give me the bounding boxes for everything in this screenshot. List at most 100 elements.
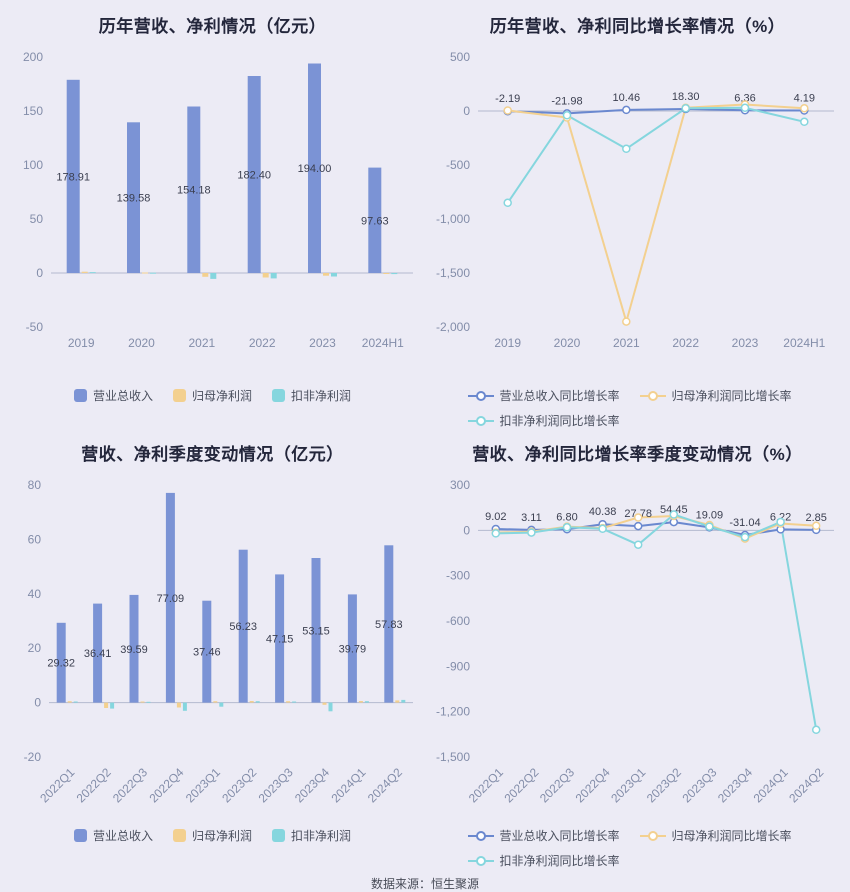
value-label: 139.58	[116, 193, 150, 205]
bar	[218, 702, 223, 707]
marker-point	[704, 522, 714, 531]
chart-annual-revenue-profit: 历年营收、净利情况（亿元） 200 150 100 50 0 -50 2019 2020 202…	[0, 0, 425, 428]
x-axis-label: 2023Q3	[255, 765, 295, 805]
legend-item[interactable]: 扣非净利润同比增长率	[467, 412, 620, 429]
bar	[394, 700, 399, 703]
chart-quarterly-growth-rate: 营收、净利同比增长率季度变动情况（%） 300 0 -300 -600 -900 -1,2…	[425, 428, 850, 869]
legend-label: 扣非净利润	[291, 389, 352, 403]
marker-point	[621, 144, 631, 154]
y-axis-tick-label: -20	[23, 750, 41, 764]
top-chart-row: 历年营收、净利情况（亿元） 200 150 100 50 0 -50 2019 2020 202…	[0, 0, 850, 428]
legend-item[interactable]: 营业总收入	[73, 387, 153, 404]
bar	[291, 701, 296, 703]
y-axis-tick-label: 100	[22, 158, 42, 172]
x-axis-label: 2023Q1	[182, 765, 222, 805]
chart-legend: 营业总收入同比增长率 归母净利润同比增长率扣非净利润同比增长率	[467, 827, 808, 869]
x-axis-label: 2023Q2	[643, 765, 683, 805]
marker-point	[633, 513, 642, 522]
bar-chart-svg: 200 150 100 50 0 -50 2019 2020 2021 2022 2023 2024H…	[22, 50, 413, 350]
value-label: 9.02	[485, 511, 506, 523]
bar	[129, 594, 138, 703]
legend-line-icon	[639, 390, 666, 401]
value-label: 4.19	[793, 93, 814, 105]
legend-line-icon	[467, 415, 494, 426]
legend-label: 归母净利润同比增长率	[671, 389, 792, 403]
x-axis-label: 2022	[248, 336, 275, 350]
x-axis-label: 2024Q1	[750, 765, 790, 805]
marker-point	[740, 532, 749, 542]
marker-point	[799, 104, 809, 113]
bar	[209, 273, 216, 279]
value-label: 40.38	[588, 506, 616, 518]
x-axis-label: 2024Q2	[364, 765, 404, 805]
bar	[285, 701, 290, 703]
legend-item[interactable]: 营业总收入	[73, 827, 153, 844]
bar	[149, 272, 156, 274]
bar	[89, 272, 96, 274]
x-axis-label: 2023	[309, 336, 336, 350]
value-label: 39.59	[120, 644, 148, 656]
x-axis-label: 2021	[188, 336, 215, 350]
y-axis-tick-label: -600	[445, 614, 469, 628]
legend-item[interactable]: 营业总收入同比增长率	[467, 387, 620, 404]
bar	[358, 701, 363, 703]
line-chart-svg: 300 0 -300 -600 -900 -1,200 -1,5002022Q12022Q2…	[435, 478, 834, 805]
bar	[383, 545, 393, 703]
x-axis-label: 2023Q2	[219, 765, 259, 805]
bar	[328, 702, 332, 712]
bar	[367, 167, 381, 273]
x-axis-label: 2021	[612, 336, 639, 350]
value-label: 194.00	[297, 163, 331, 175]
bar	[212, 701, 217, 703]
legend-item[interactable]: 归母净利润	[172, 827, 252, 844]
bar	[238, 549, 248, 703]
legend-line-icon	[467, 830, 494, 841]
x-axis-label: 2019	[67, 336, 94, 350]
legend-item[interactable]: 营业总收入同比增长率	[467, 827, 620, 844]
legend-label: 归母净利润	[191, 389, 252, 403]
bar	[262, 273, 269, 278]
marker-point	[597, 524, 607, 534]
value-label: 36.41	[83, 648, 111, 660]
legend-item[interactable]: 扣非净利润同比增长率	[467, 852, 620, 869]
bar	[400, 699, 405, 703]
bottom-chart-row: 营收、净利季度变动情况（亿元） 80 60 40 20 0 -20 2022Q1 2022Q2…	[0, 428, 850, 869]
legend-item[interactable]: 扣非净利润	[272, 387, 351, 404]
value-label: 54.45	[660, 504, 688, 516]
marker-point	[621, 317, 631, 326]
legend-item[interactable]: 归母净利润	[172, 387, 252, 404]
bar	[322, 702, 326, 705]
bar	[249, 701, 254, 703]
marker-point	[621, 105, 631, 115]
value-label: 77.09	[156, 593, 184, 605]
y-axis-tick-label: 0	[34, 696, 41, 710]
value-label: -21.98	[551, 95, 582, 107]
x-axis-label: 2024H1	[783, 336, 825, 350]
chart-legend: 营业总收入 归母净利润 扣非净利润	[73, 827, 351, 844]
line-chart-canvas: 300 0 -300 -600 -900 -1,200 -1,500 2022Q1 2022Q2…	[428, 471, 848, 823]
value-label: 182.40	[237, 170, 271, 182]
value-label: 6.36	[734, 92, 755, 104]
legend-item[interactable]: 扣非净利润	[272, 827, 351, 844]
y-axis-tick-label: -1,500	[435, 266, 469, 280]
bar	[274, 574, 284, 703]
x-axis-label: 2022Q2	[73, 765, 113, 805]
chart-title: 历年营收、净利同比增长率情况（%）	[489, 17, 786, 36]
value-label: 3.11	[521, 512, 542, 524]
value-label: 56.23	[229, 621, 257, 633]
x-axis-label: 2022Q3	[110, 765, 150, 805]
bar	[182, 702, 187, 711]
marker-point	[775, 517, 785, 527]
bar	[364, 701, 369, 703]
bar	[330, 273, 337, 277]
y-axis-tick-label: -2,000	[435, 320, 469, 334]
legend-item[interactable]: 归母净利润同比增长率	[639, 827, 792, 844]
legend-item[interactable]: 归母净利润同比增长率	[639, 387, 792, 404]
legend-line-icon	[639, 830, 666, 841]
x-axis-label: 2022Q3	[537, 765, 577, 805]
bar-chart-svg: 806040200-202022Q12022Q22022Q32022Q42023…	[23, 478, 413, 805]
chart-quarterly-revenue-profit: 营收、净利季度变动情况（亿元） 80 60 40 20 0 -20 2022Q1 2022Q2…	[0, 428, 425, 869]
y-axis-tick-label: 40	[27, 587, 41, 601]
chart-legend: 营业总收入同比增长率 归母净利润同比增长率扣非净利润同比增长率	[467, 387, 808, 429]
marker-point	[811, 521, 820, 531]
